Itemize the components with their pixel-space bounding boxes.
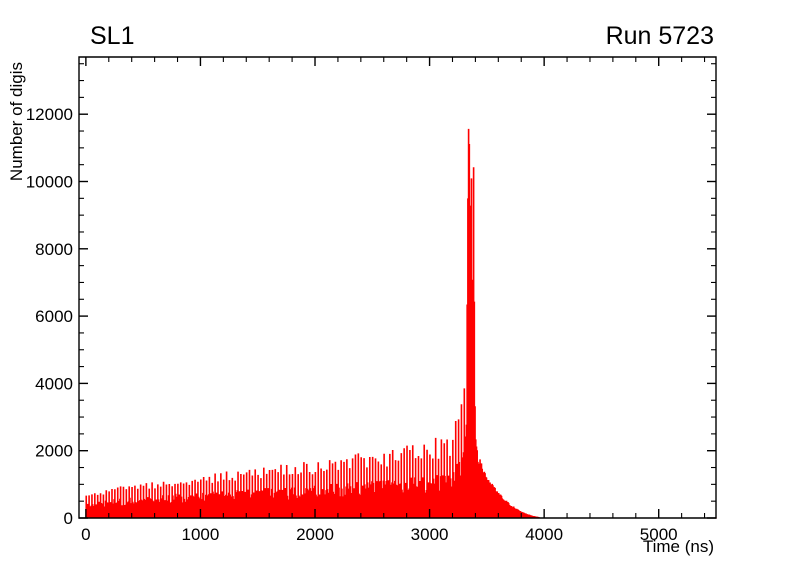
- x-axis-tick-labels: 0 1000 2000 3000 4000 5000: [81, 525, 677, 544]
- y-tick-label: 12000: [26, 105, 73, 124]
- x-tick-label: 5000: [640, 525, 678, 544]
- y-tick-label: 10000: [26, 173, 73, 192]
- x-tick-label: 2000: [296, 525, 334, 544]
- y-tick-label: 8000: [35, 240, 73, 259]
- x-tick-label: 3000: [411, 525, 449, 544]
- y-axis-ticks: [79, 63, 716, 519]
- x-axis-title: Time (ns): [643, 537, 714, 556]
- y-tick-label: 6000: [35, 307, 73, 326]
- x-axis-ticks: [85, 57, 706, 518]
- y-tick-label: 4000: [35, 374, 73, 393]
- histogram-series-digis: [85, 128, 717, 519]
- y-tick-label: 0: [64, 509, 73, 528]
- y-axis-title: Number of digis: [7, 62, 26, 181]
- y-tick-label: 2000: [35, 442, 73, 461]
- axis-frame: [78, 56, 717, 519]
- x-tick-label: 1000: [182, 525, 220, 544]
- pad-title-right: Run 5723: [605, 22, 714, 50]
- x-tick-label: 0: [81, 525, 90, 544]
- x-tick-label: 4000: [525, 525, 563, 544]
- y-axis-tick-labels: 0 2000 4000 6000 8000 10000 12000: [26, 105, 73, 528]
- pad-title-left: SL1: [90, 22, 135, 50]
